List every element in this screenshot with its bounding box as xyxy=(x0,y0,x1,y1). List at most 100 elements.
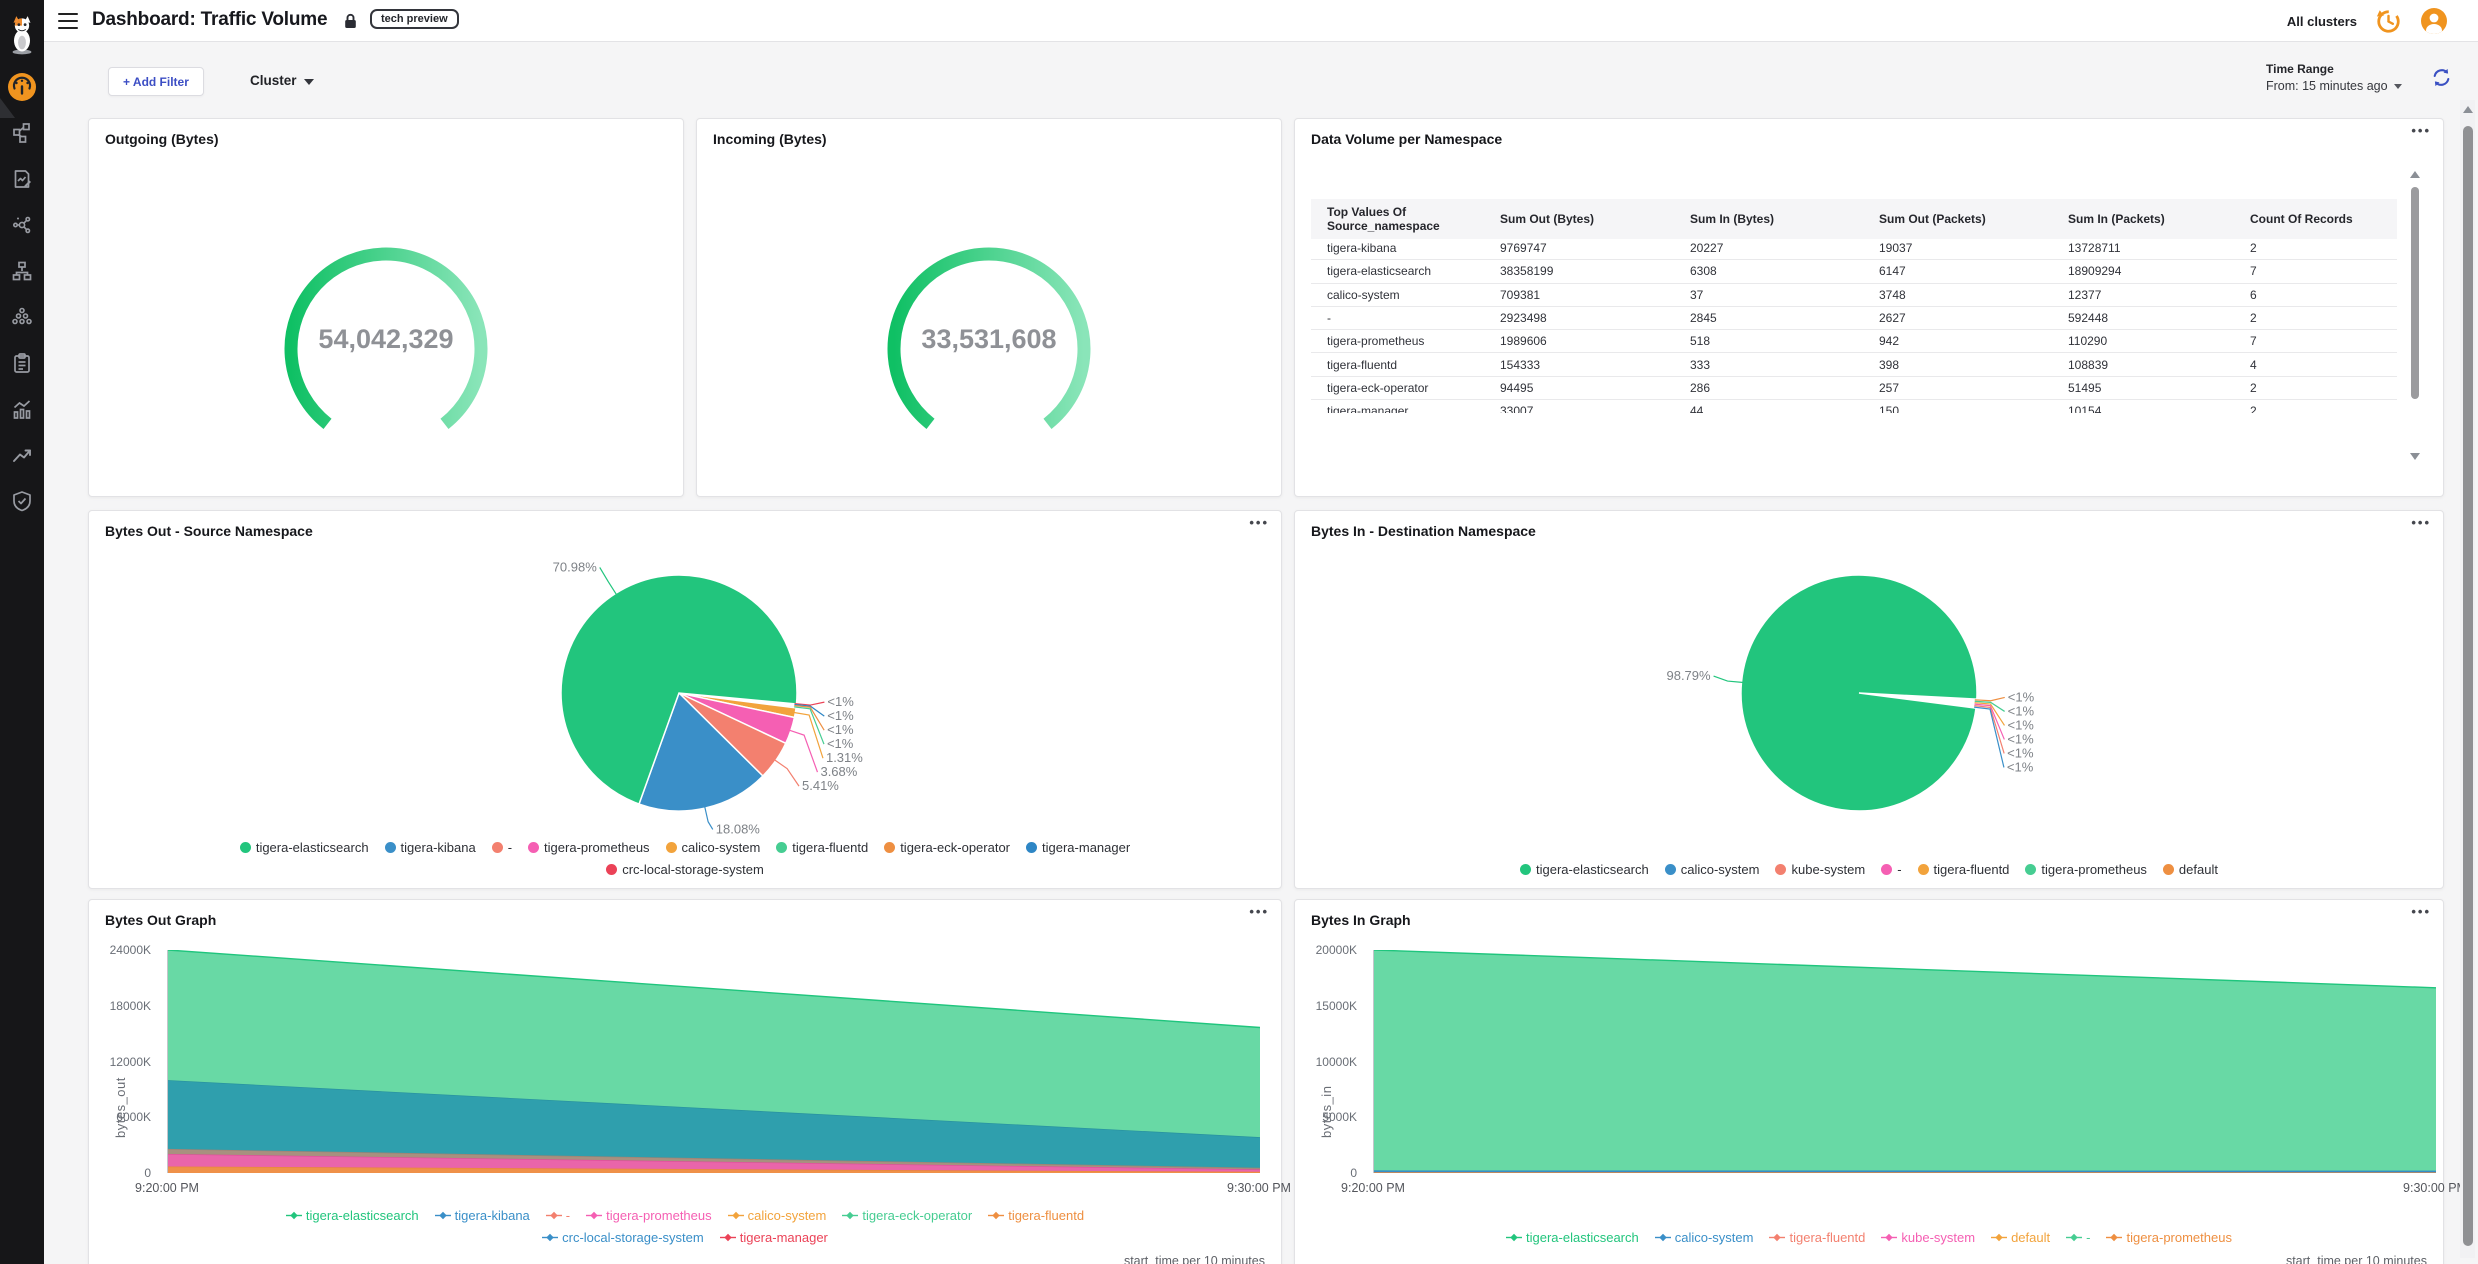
table-cell-value: 6147 xyxy=(1879,264,1906,279)
legend-item-tigera-eck-operator[interactable]: tigera-eck-operator xyxy=(884,840,1010,855)
area-series-tigera-elasticsearch xyxy=(168,950,1260,1138)
panel-menu-icon[interactable]: ••• xyxy=(1249,515,1269,530)
table-column-header[interactable]: Sum Out (Packets) xyxy=(1879,212,1986,226)
legend-diamond-marker xyxy=(842,1211,859,1219)
y-axis-ticks: 0 6000K 12000K 18000K 24000K xyxy=(89,943,157,1180)
app-header: Dashboard: Traffic Volume tech preview A… xyxy=(44,0,2478,42)
table-column-header[interactable]: Sum Out (Bytes) xyxy=(1500,212,1595,226)
add-filter-button[interactable]: + Add Filter xyxy=(108,67,204,96)
table-cell-value: 108839 xyxy=(2068,357,2109,372)
legend-item-crc-local-storage-system[interactable]: crc-local-storage-system xyxy=(542,1230,704,1245)
panel-menu-icon[interactable]: ••• xyxy=(2411,515,2431,530)
legend-item-tigera-manager[interactable]: tigera-manager xyxy=(719,1230,828,1245)
legend-item-tigera-fluentd[interactable]: tigera-fluentd xyxy=(988,1208,1084,1223)
calico-cat-logo[interactable] xyxy=(0,0,44,64)
table-cell-value: 13728711 xyxy=(2068,241,2121,256)
scrollbar-thumb[interactable] xyxy=(2462,126,2473,1246)
panel-title: Bytes Out Graph xyxy=(105,912,217,928)
legend-label: tigera-prometheus xyxy=(2126,1229,2232,1245)
legend-label: tigera-elasticsearch xyxy=(1526,1229,1639,1245)
legend-item-tigera-elasticsearch[interactable]: tigera-elasticsearch xyxy=(239,840,369,855)
workloads-cluster-icon[interactable] xyxy=(0,294,44,340)
legend-item-tigera-eck-operator[interactable]: tigera-eck-operator xyxy=(842,1208,972,1223)
legend-label: tigera-manager xyxy=(1042,839,1131,855)
scrollbar-thumb[interactable] xyxy=(2411,187,2419,399)
user-avatar-icon[interactable] xyxy=(2420,7,2448,35)
table-column-header[interactable]: Top Values Of Source_namespace xyxy=(1327,205,1440,233)
menu-icon[interactable] xyxy=(58,13,78,29)
table-column-header[interactable]: Sum In (Packets) xyxy=(2068,212,2165,226)
table-scrollbar[interactable] xyxy=(2409,171,2421,460)
y-axis-tick: 15000K xyxy=(1315,998,1357,1013)
legend-item-calico-system[interactable]: calico-system xyxy=(1664,862,1759,877)
table-cell-value: 154333 xyxy=(1500,357,1541,372)
legend-item-tigera-prometheus[interactable]: tigera-prometheus xyxy=(528,840,650,855)
panel-menu-icon[interactable]: ••• xyxy=(2411,904,2431,919)
compliance-clipboard-icon[interactable] xyxy=(0,340,44,386)
activity-chart-icon[interactable] xyxy=(0,386,44,432)
legend-item-kube-system[interactable]: kube-system xyxy=(1881,1230,1975,1245)
network-topology-icon[interactable] xyxy=(0,110,44,156)
legend-item-crc-local-storage-system[interactable]: crc-local-storage-system xyxy=(606,862,764,877)
cluster-dropdown[interactable]: Cluster xyxy=(250,73,314,88)
legend-item-tigera-kibana[interactable]: tigera-kibana xyxy=(384,840,476,855)
legend-dot xyxy=(606,863,618,875)
legend-item-calico-system[interactable]: calico-system xyxy=(1654,1230,1753,1245)
legend-item-tigera-manager[interactable]: tigera-manager xyxy=(1026,840,1130,855)
legend-item--[interactable]: - xyxy=(1881,862,1902,877)
table-row: tigera-prometheus 1989606 518 942 110290 7 xyxy=(1311,330,2397,354)
dashboard-gauge-icon[interactable] xyxy=(0,64,44,110)
security-shield-icon[interactable] xyxy=(0,478,44,524)
pie-slice-tigera-elasticsearch[interactable] xyxy=(1740,574,1978,812)
tech-preview-badge: tech preview xyxy=(370,9,459,29)
table-column-header[interactable]: Sum In (Bytes) xyxy=(1690,212,1775,226)
panel-menu-icon[interactable]: ••• xyxy=(2411,123,2431,138)
trend-arrow-icon[interactable] xyxy=(0,432,44,478)
legend-item-calico-system[interactable]: calico-system xyxy=(665,840,760,855)
legend-item--[interactable]: - xyxy=(491,840,512,855)
panel-outgoing-bytes: Outgoing (Bytes) 54,042,329 xyxy=(88,118,684,497)
legend-item-calico-system[interactable]: calico-system xyxy=(727,1208,826,1223)
legend-item-default[interactable]: default xyxy=(1991,1230,2050,1245)
table-cell-value: 2 xyxy=(2250,311,2257,326)
legend-item-tigera-fluentd[interactable]: tigera-fluentd xyxy=(1769,1230,1865,1245)
history-icon[interactable] xyxy=(2375,8,2402,35)
policy-document-icon[interactable] xyxy=(0,156,44,202)
page-title: Dashboard: Traffic Volume xyxy=(92,9,328,30)
legend-dot xyxy=(1664,863,1676,875)
legend-item--[interactable]: - xyxy=(2066,1230,2090,1245)
table-cell-value: 2845 xyxy=(1690,311,1717,326)
bytes-in-pie-chart: <1% <1% <1% <1% <1% <1% 98.79% xyxy=(1311,551,2429,841)
legend-item--[interactable]: - xyxy=(545,1208,570,1223)
service-graph-icon[interactable] xyxy=(0,202,44,248)
pie-slice-label: 3.68% xyxy=(820,764,857,779)
legend-item-default[interactable]: default xyxy=(2162,862,2218,877)
network-sitemap-icon[interactable] xyxy=(0,248,44,294)
legend-item-tigera-elasticsearch[interactable]: tigera-elasticsearch xyxy=(1520,862,1649,877)
legend-row: tigera-elasticsearch calico-system kube-sy… xyxy=(1311,858,2427,880)
pie-slice-label: <1% xyxy=(2008,689,2035,704)
table-cell-value: 37 xyxy=(1690,287,1704,302)
pie-slice-label: <1% xyxy=(827,736,854,751)
scroll-up-arrow[interactable] xyxy=(2462,106,2473,113)
legend-item-tigera-prometheus[interactable]: tigera-prometheus xyxy=(2025,862,2147,877)
legend-item-tigera-fluentd[interactable]: tigera-fluentd xyxy=(1917,862,2009,877)
legend-label: - xyxy=(2086,1229,2091,1245)
legend-item-kube-system[interactable]: kube-system xyxy=(1775,862,1865,877)
time-range-selector[interactable]: Time Range From: 15 minutes ago xyxy=(2266,62,2402,93)
legend-label: tigera-elasticsearch xyxy=(1536,861,1649,877)
table-column-header[interactable]: Count Of Records xyxy=(2250,212,2353,226)
legend-item-tigera-kibana[interactable]: tigera-kibana xyxy=(434,1208,530,1223)
legend-item-tigera-elasticsearch[interactable]: tigera-elasticsearch xyxy=(285,1208,419,1223)
table-cell-value: 2627 xyxy=(1879,311,1906,326)
legend-item-tigera-prometheus[interactable]: tigera-prometheus xyxy=(2106,1230,2232,1245)
panel-menu-icon[interactable]: ••• xyxy=(1249,904,1269,919)
window-scrollbar[interactable] xyxy=(2460,100,2475,1258)
scroll-up-arrow[interactable] xyxy=(2410,171,2420,178)
legend-diamond-marker xyxy=(586,1211,603,1219)
legend-item-tigera-prometheus[interactable]: tigera-prometheus xyxy=(586,1208,712,1223)
legend-item-tigera-elasticsearch[interactable]: tigera-elasticsearch xyxy=(1506,1230,1639,1245)
refresh-icon[interactable] xyxy=(2430,66,2453,89)
legend-item-tigera-fluentd[interactable]: tigera-fluentd xyxy=(776,840,868,855)
scroll-down-arrow[interactable] xyxy=(2410,453,2420,460)
